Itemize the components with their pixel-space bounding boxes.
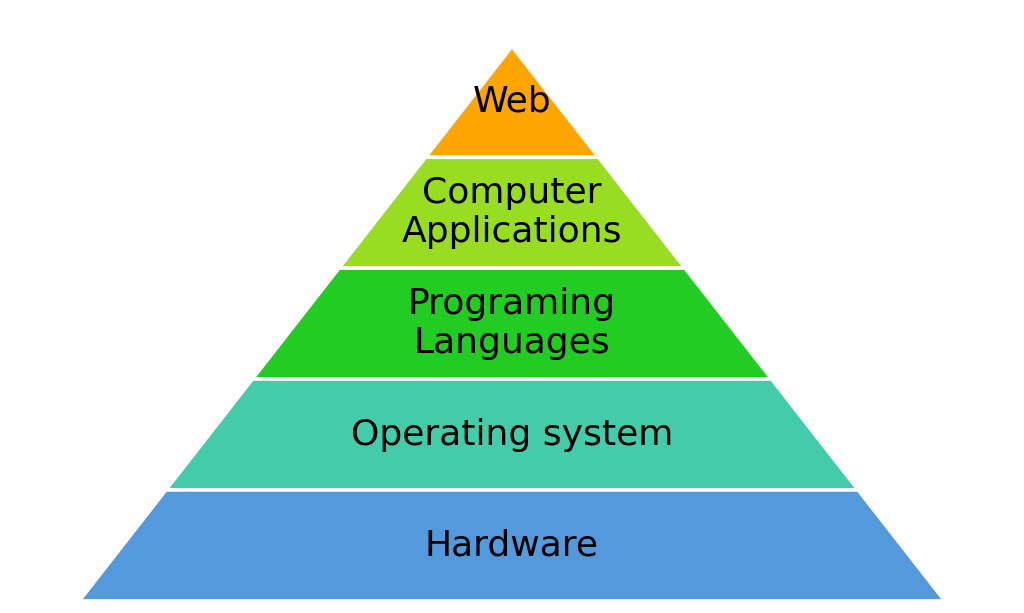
Polygon shape: [339, 158, 685, 268]
Text: Web: Web: [473, 85, 551, 119]
Polygon shape: [166, 379, 858, 490]
Polygon shape: [252, 268, 772, 379]
Text: Programing
Languages: Programing Languages: [408, 287, 616, 360]
Text: Hardware: Hardware: [425, 528, 599, 563]
Polygon shape: [425, 47, 599, 158]
Text: Operating system: Operating system: [351, 417, 673, 452]
Text: Computer
Applications: Computer Applications: [401, 176, 623, 249]
Polygon shape: [79, 490, 945, 601]
